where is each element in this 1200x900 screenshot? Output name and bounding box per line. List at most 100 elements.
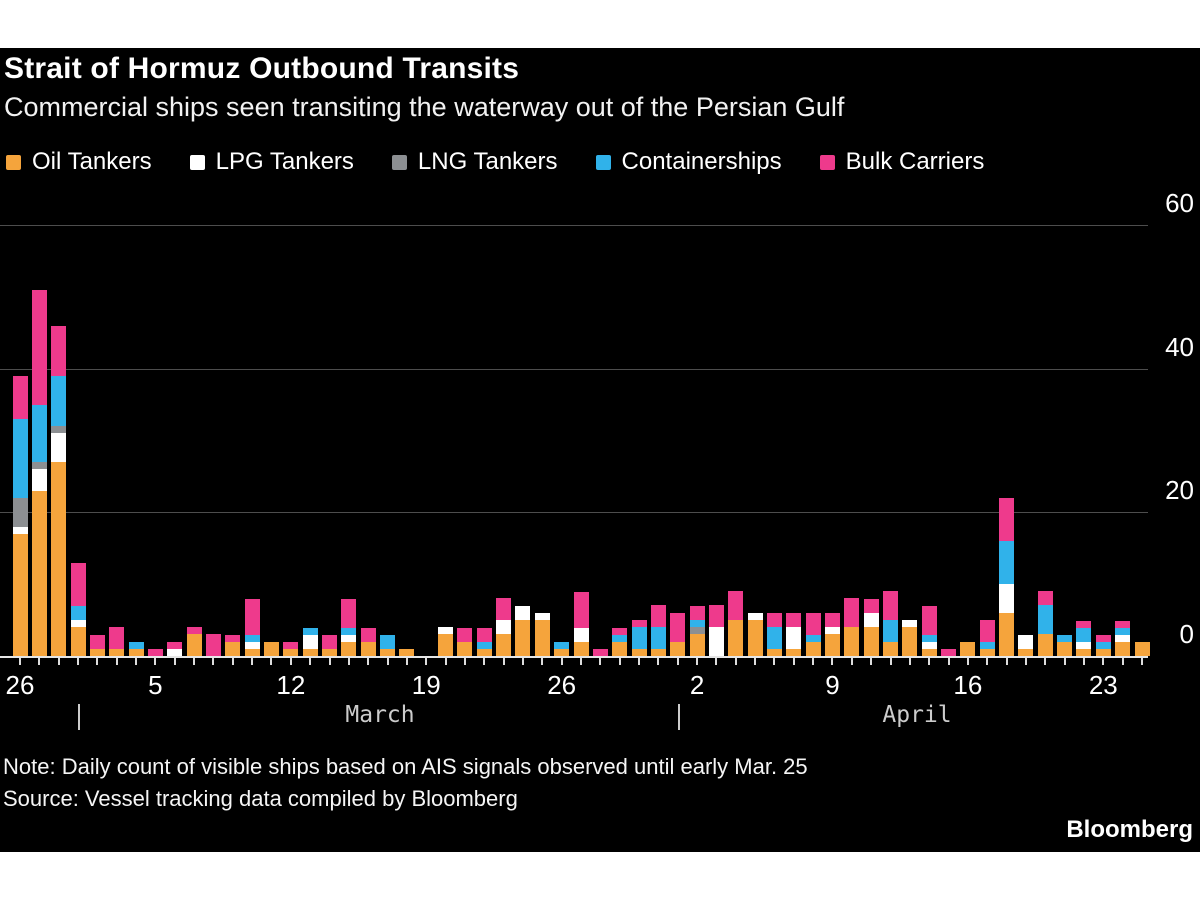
bar-segment-mar-26-oil-tankers <box>554 649 570 656</box>
bar-segment-mar-11-oil-tankers <box>263 642 279 656</box>
bar-segment-mar-7-oil-tankers <box>186 634 202 656</box>
bar-segment-mar-16-bulk-carriers <box>360 628 376 642</box>
bar-segment-mar-24-oil-tankers <box>515 620 531 656</box>
x-tick-mar-13 <box>309 658 312 665</box>
x-tick-apr-16 <box>966 658 969 665</box>
bar-segment-mar-22-containerships <box>476 642 492 649</box>
bar-segment-apr-24-oil-tankers <box>1115 642 1131 656</box>
bar-segment-apr-19-oil-tankers <box>1018 649 1034 656</box>
x-tick-apr-2 <box>696 658 699 665</box>
bar-segment-feb-26-lng-tankers <box>12 498 28 527</box>
x-tick-mar-14 <box>328 658 331 665</box>
bar-segment-mar-2-bulk-carriers <box>89 635 105 649</box>
bar-segment-mar-26-containerships <box>554 642 570 649</box>
bar-segment-mar-27-oil-tankers <box>573 642 589 656</box>
bar-segment-apr-2-lng-tankers <box>689 627 705 634</box>
x-tick-mar-15 <box>347 658 350 665</box>
bar-segment-mar-9-bulk-carriers <box>225 635 241 642</box>
bar-segment-apr-18-lpg-tankers <box>999 584 1015 613</box>
legend-item-oil-tankers: Oil Tankers <box>6 148 152 176</box>
bar-segment-feb-27-oil-tankers <box>31 491 47 656</box>
bar-segment-mar-7-bulk-carriers <box>186 627 202 634</box>
x-tick-feb-28 <box>57 658 60 665</box>
bar-segment-mar-29-oil-tankers <box>612 642 628 656</box>
x-tick-mar-27 <box>580 658 582 665</box>
x-tick-apr-23 <box>1102 658 1105 665</box>
bar-segment-apr-8-containerships <box>805 635 821 642</box>
bar-segment-mar-3-oil-tankers <box>109 649 125 656</box>
x-tick-mar-25 <box>541 658 544 665</box>
bar-segment-mar-15-containerships <box>341 628 357 635</box>
chart-source: Source: Vessel tracking data compiled by… <box>3 786 518 811</box>
bar-segment-apr-15-bulk-carriers <box>941 649 957 656</box>
x-tick-mar-20 <box>444 658 447 665</box>
x-tick-mar-8 <box>212 658 215 665</box>
bar-segment-apr-5-oil-tankers <box>747 620 763 656</box>
x-tick-apr-11 <box>870 658 873 665</box>
x-tick-mar-3 <box>115 658 118 665</box>
legend-swatch <box>819 154 835 170</box>
bar-segment-mar-22-bulk-carriers <box>476 628 492 642</box>
legend-swatch <box>6 154 21 170</box>
x-tick-apr-7 <box>792 658 795 665</box>
bar-segment-mar-1-bulk-carriers <box>70 563 86 606</box>
x-axis-label-26: 26 <box>547 670 577 700</box>
month-separator-april <box>677 704 680 730</box>
x-tick-apr-8 <box>812 658 815 665</box>
x-tick-apr-25 <box>1141 658 1143 665</box>
bar-segment-apr-17-bulk-carriers <box>979 620 995 642</box>
bar-segment-apr-23-bulk-carriers <box>1095 635 1111 642</box>
x-axis-label-19: 19 <box>411 670 441 700</box>
bar-segment-mar-21-bulk-carriers <box>457 628 473 642</box>
bar-segment-apr-24-bulk-carriers <box>1115 621 1131 628</box>
bar-segment-mar-4-oil-tankers <box>128 649 144 656</box>
bar-segment-mar-31-oil-tankers <box>650 649 666 656</box>
x-tick-mar-26 <box>560 658 563 665</box>
x-tick-mar-2 <box>96 658 99 665</box>
bar-segment-mar-13-containerships <box>302 628 318 635</box>
bar-segment-apr-21-containerships <box>1057 635 1073 642</box>
bar-segment-feb-27-bulk-carriers <box>31 290 47 405</box>
bar-segment-mar-31-bulk-carriers <box>650 605 666 627</box>
bar-segment-mar-13-oil-tankers <box>302 649 318 656</box>
x-axis-label-23: 23 <box>1088 670 1118 700</box>
x-tick-mar-29 <box>618 658 621 665</box>
bar-segment-mar-4-containerships <box>128 642 144 649</box>
legend-item-containerships: Containerships <box>595 148 782 176</box>
bloomberg-logo: Bloomberg <box>1066 816 1193 843</box>
bar-segment-feb-26-lpg-tankers <box>12 527 28 534</box>
x-tick-mar-31 <box>657 658 660 665</box>
bar-segment-mar-9-oil-tankers <box>225 642 241 656</box>
bar-segment-apr-18-containerships <box>999 541 1015 584</box>
x-tick-mar-9 <box>231 658 234 665</box>
bar-segment-mar-10-bulk-carriers <box>244 599 260 635</box>
x-tick-apr-13 <box>908 658 911 665</box>
bar-segment-apr-8-bulk-carriers <box>805 613 821 635</box>
y-axis-label-60: 60 <box>1165 188 1194 219</box>
x-tick-mar-4 <box>135 658 138 665</box>
bar-segment-apr-24-lpg-tankers <box>1115 635 1131 642</box>
x-tick-mar-16 <box>367 658 370 665</box>
bar-segment-mar-15-bulk-carriers <box>341 599 357 628</box>
x-tick-apr-1 <box>676 658 679 665</box>
bar-segment-mar-1-lpg-tankers <box>70 620 86 627</box>
legend-label: Bulk Carriers <box>845 148 985 175</box>
bar-segment-mar-17-containerships <box>380 635 396 649</box>
bar-segment-mar-10-lpg-tankers <box>244 642 260 649</box>
bar-segment-mar-16-oil-tankers <box>360 642 376 656</box>
x-tick-apr-4 <box>734 658 737 665</box>
bar-segment-mar-13-lpg-tankers <box>302 635 318 649</box>
bar-segment-apr-22-oil-tankers <box>1076 649 1092 656</box>
bar-segment-apr-3-bulk-carriers <box>708 605 724 627</box>
chart-plot-area: 26 5 12 19 26 2 9 16 23 March April 0 20 40 60 <box>0 48 1200 852</box>
bar-segment-apr-11-bulk-carriers <box>863 599 879 613</box>
bar-segment-apr-16-oil-tankers <box>960 642 976 656</box>
bar-segment-apr-2-oil-tankers <box>689 634 705 656</box>
x-tick-mar-7 <box>193 658 196 665</box>
x-tick-apr-21 <box>1063 658 1066 665</box>
bar-segment-apr-22-bulk-carriers <box>1076 621 1092 628</box>
x-tick-mar-6 <box>173 658 176 665</box>
bar-segment-apr-2-bulk-carriers <box>689 606 705 620</box>
bar-segment-apr-7-lpg-tankers <box>786 627 802 649</box>
x-tick-mar-10 <box>251 658 254 665</box>
